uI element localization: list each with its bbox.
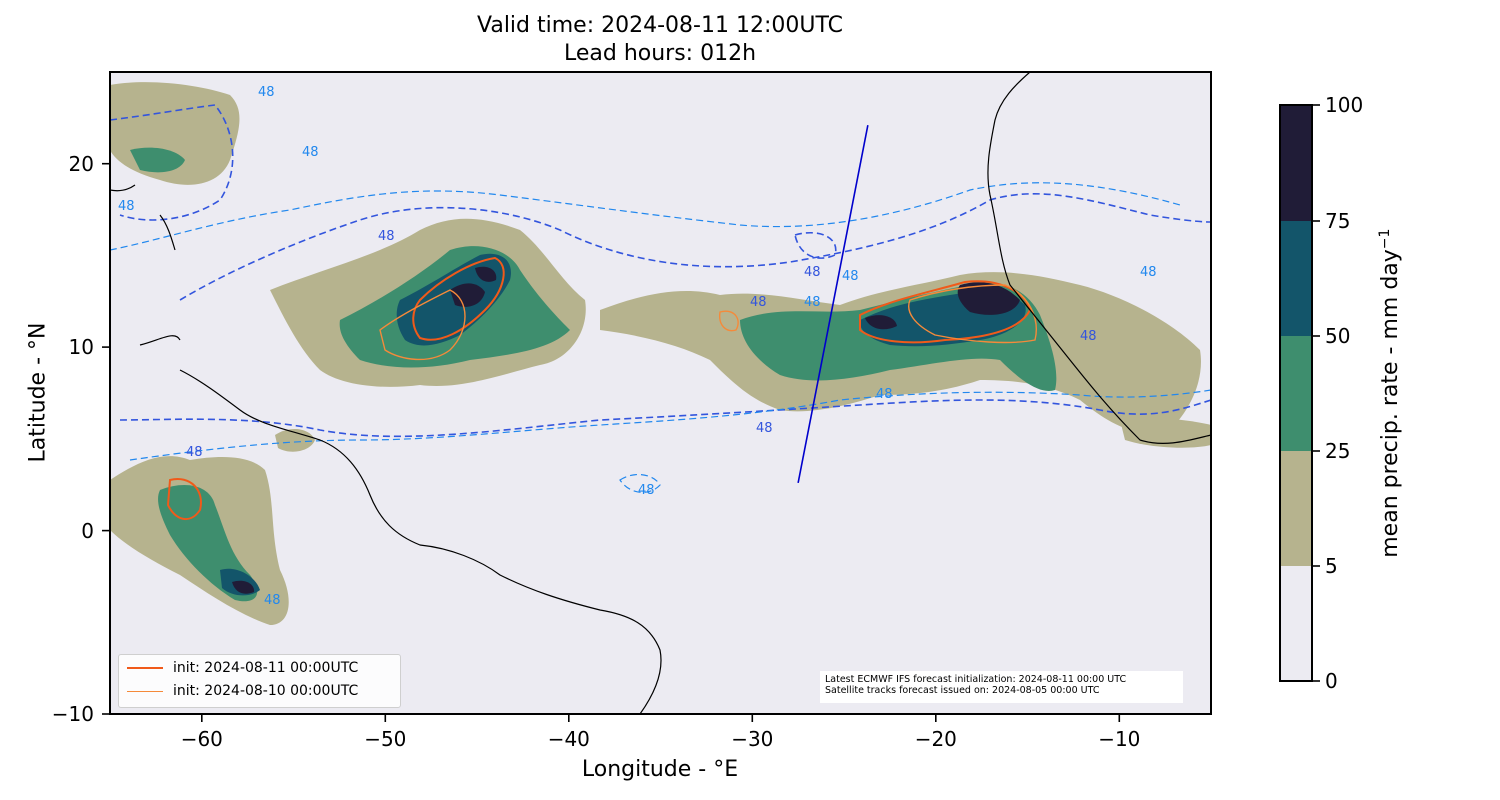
- x-tick-label: −50: [364, 727, 406, 751]
- contour-labels: 48 48 48 48 48 48 48 48 48 48 48 48 48 4…: [118, 85, 1157, 608]
- colorbar-label-text: mean precip. rate - mm day: [1378, 249, 1404, 558]
- legend-swatch-previous: [127, 690, 163, 692]
- legend: init: 2024-08-11 00:00UTC init: 2024-08-…: [118, 654, 401, 708]
- forecast-init-note: Latest ECMWF IFS forecast initialization…: [825, 674, 1127, 685]
- y-tick-label: 20: [69, 152, 94, 176]
- colorbar-tick-label: 100: [1325, 93, 1363, 117]
- x-tick-label: −30: [731, 727, 773, 751]
- coastline-africa: [987, 72, 1211, 444]
- legend-entry-latest: init: 2024-08-11 00:00UTC: [127, 659, 358, 677]
- satellite-track-note: Satellite tracks forecast issued on: 202…: [825, 685, 1100, 696]
- contour-init-prev-small: [719, 310, 739, 332]
- colorbar-band-5-25: [1280, 451, 1312, 566]
- legend-entry-previous: init: 2024-08-10 00:00UTC: [127, 682, 358, 700]
- contour-light-blue-central: [110, 182, 1181, 251]
- x-tick-label: −10: [1098, 727, 1140, 751]
- legend-label-latest: init: 2024-08-11 00:00UTC: [173, 660, 359, 676]
- precip-area-small: [275, 428, 315, 452]
- colorbar-frame: [1279, 104, 1313, 682]
- contour-label: 48: [804, 295, 821, 310]
- y-axis-ticks: 20 10 0 −10: [52, 152, 110, 726]
- plot-background: [110, 72, 1211, 714]
- precip-max-central: [450, 283, 485, 307]
- x-tick-label: −20: [915, 727, 957, 751]
- colorbar-band-75-100: [1280, 105, 1312, 221]
- blue-contours: [110, 104, 1211, 493]
- legend-swatch-latest: [127, 667, 163, 669]
- contour-init-prev-central: [379, 289, 466, 361]
- contour-label: 48: [638, 483, 655, 498]
- x-tick-label: −40: [548, 727, 590, 751]
- precip-field-75: [232, 266, 1020, 594]
- colorbar-label: mean precip. rate - mm day−1: [1377, 193, 1403, 593]
- contour-label: 48: [842, 269, 859, 284]
- y-tick-label: 10: [69, 335, 94, 359]
- x-axis-label: Longitude - °E: [581, 757, 739, 782]
- colorbar-tick-label: 25: [1325, 439, 1350, 463]
- contour-init-prev-east: [908, 284, 1037, 344]
- coastline-caribbean-islands: [110, 184, 181, 346]
- contour-label: 48: [750, 295, 767, 310]
- precip-max-central-2: [475, 266, 497, 282]
- legend-label-previous: init: 2024-08-10 00:00UTC: [173, 683, 359, 699]
- contour-label: 48: [302, 145, 319, 160]
- title-valid-time: Valid time: 2024-08-11 12:00UTC: [477, 13, 843, 38]
- y-tick-label: −10: [52, 702, 94, 726]
- contour-init-latest-central: [412, 256, 505, 341]
- contour-label: 48: [876, 387, 893, 402]
- contour-label: 48: [264, 593, 281, 608]
- colorbar: 0 5 25 50 75 100: [1279, 93, 1363, 693]
- colorbar-band-25-50: [1280, 336, 1312, 451]
- precip-max-east-2: [865, 315, 897, 330]
- contour-label: 48: [1080, 329, 1097, 344]
- colorbar-label-exponent: −1: [1376, 228, 1393, 250]
- contour-init-latest-south: [166, 478, 202, 520]
- contour-label: 48: [258, 85, 275, 100]
- contour-light-blue-south: [129, 389, 1211, 461]
- y-axis-label: Latitude - °N: [25, 322, 51, 463]
- contour-label: 48: [186, 445, 203, 460]
- precip-max-east: [957, 282, 1020, 315]
- plot-frame: [109, 71, 1212, 715]
- precip-max-south: [232, 580, 255, 594]
- colorbar-tick-label: 50: [1325, 324, 1350, 348]
- x-tick-label: −60: [181, 727, 223, 751]
- contour-label: 48: [1140, 265, 1157, 280]
- colorbar-band-0-5: [1280, 566, 1312, 681]
- contour-label: 48: [118, 199, 135, 214]
- contour-label: 48: [378, 229, 395, 244]
- contour-light-blue-loop: [619, 473, 661, 493]
- contour-dark-blue-north: [110, 104, 234, 221]
- colorbar-band-50-75: [1280, 221, 1312, 336]
- precip-mid-caribbean: [130, 147, 185, 173]
- y-tick-label: 0: [81, 519, 94, 543]
- title-lead-hours: Lead hours: 012h: [563, 41, 757, 66]
- contour-dark-blue-south: [119, 399, 1211, 438]
- colorbar-tick-label: 75: [1325, 209, 1350, 233]
- colorbar-tick-label: 5: [1325, 554, 1338, 578]
- satellite-track-line: [797, 125, 869, 484]
- contour-dark-blue-loop: [794, 231, 837, 259]
- coastline-south-america: [179, 369, 662, 714]
- x-axis-ticks: −60 −50 −40 −30 −20 −10: [181, 714, 1140, 751]
- contour-label: 48: [804, 265, 821, 280]
- forecast-info-box: Latest ECMWF IFS forecast initialization…: [820, 671, 1183, 703]
- contour-label: 48: [756, 421, 773, 436]
- coastlines: [110, 72, 1211, 714]
- contour-dark-blue-central: [179, 193, 1211, 301]
- colorbar-tick-label: 0: [1325, 669, 1338, 693]
